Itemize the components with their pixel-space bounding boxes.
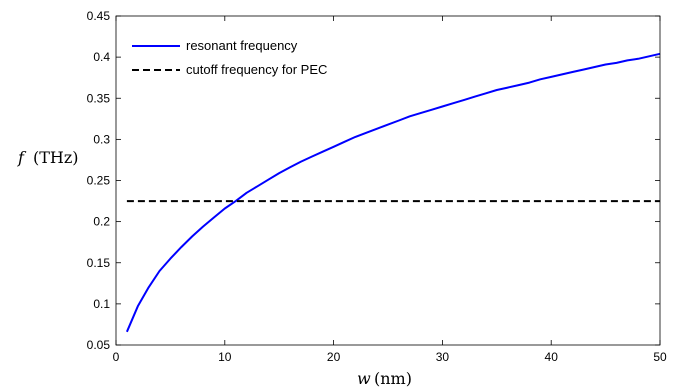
y-axis-label-unit: (THz)	[33, 148, 79, 167]
y-tick-label: 0.3	[93, 132, 110, 146]
legend: resonant frequency cutoff frequency for …	[123, 30, 363, 82]
y-tick-label: 0.1	[93, 297, 110, 311]
y-tick-label: 0.4	[93, 50, 110, 64]
y-tick-label: 0.45	[87, 9, 111, 23]
y-axis-label-var: f	[17, 148, 27, 167]
x-axis-label: w (nm)	[357, 369, 412, 388]
series-line-resonant-frequency	[125, 52, 661, 333]
x-tick-label: 20	[327, 350, 341, 364]
y-tick-label: 0.05	[87, 338, 111, 352]
x-axis-label-unit: (nm)	[374, 369, 412, 388]
x-tick-label: 0	[113, 350, 120, 364]
y-tick-label: 0.15	[87, 256, 111, 270]
y-tick-label: 0.35	[87, 91, 111, 105]
x-tick-label: 10	[218, 350, 232, 364]
x-tick-label: 30	[436, 350, 450, 364]
series-layer	[125, 52, 661, 333]
x-axis-label-var: w	[357, 369, 371, 388]
legend-box	[123, 30, 363, 82]
tick-layer: 0 10 20 30 40 50 0.05 0.1 0.15 0.2 0.25 0.3 0.35 0.4 0…	[87, 9, 667, 364]
x-tick-label: 40	[545, 350, 559, 364]
legend-label-cutoff: cutoff frequency for PEC	[186, 62, 327, 77]
x-tick-label: 50	[653, 350, 667, 364]
legend-label-resonant: resonant frequency	[186, 38, 298, 53]
y-axis-label: f (THz)	[17, 148, 79, 167]
y-tick-label: 0.25	[87, 174, 111, 188]
y-tick-label: 0.2	[93, 215, 110, 229]
